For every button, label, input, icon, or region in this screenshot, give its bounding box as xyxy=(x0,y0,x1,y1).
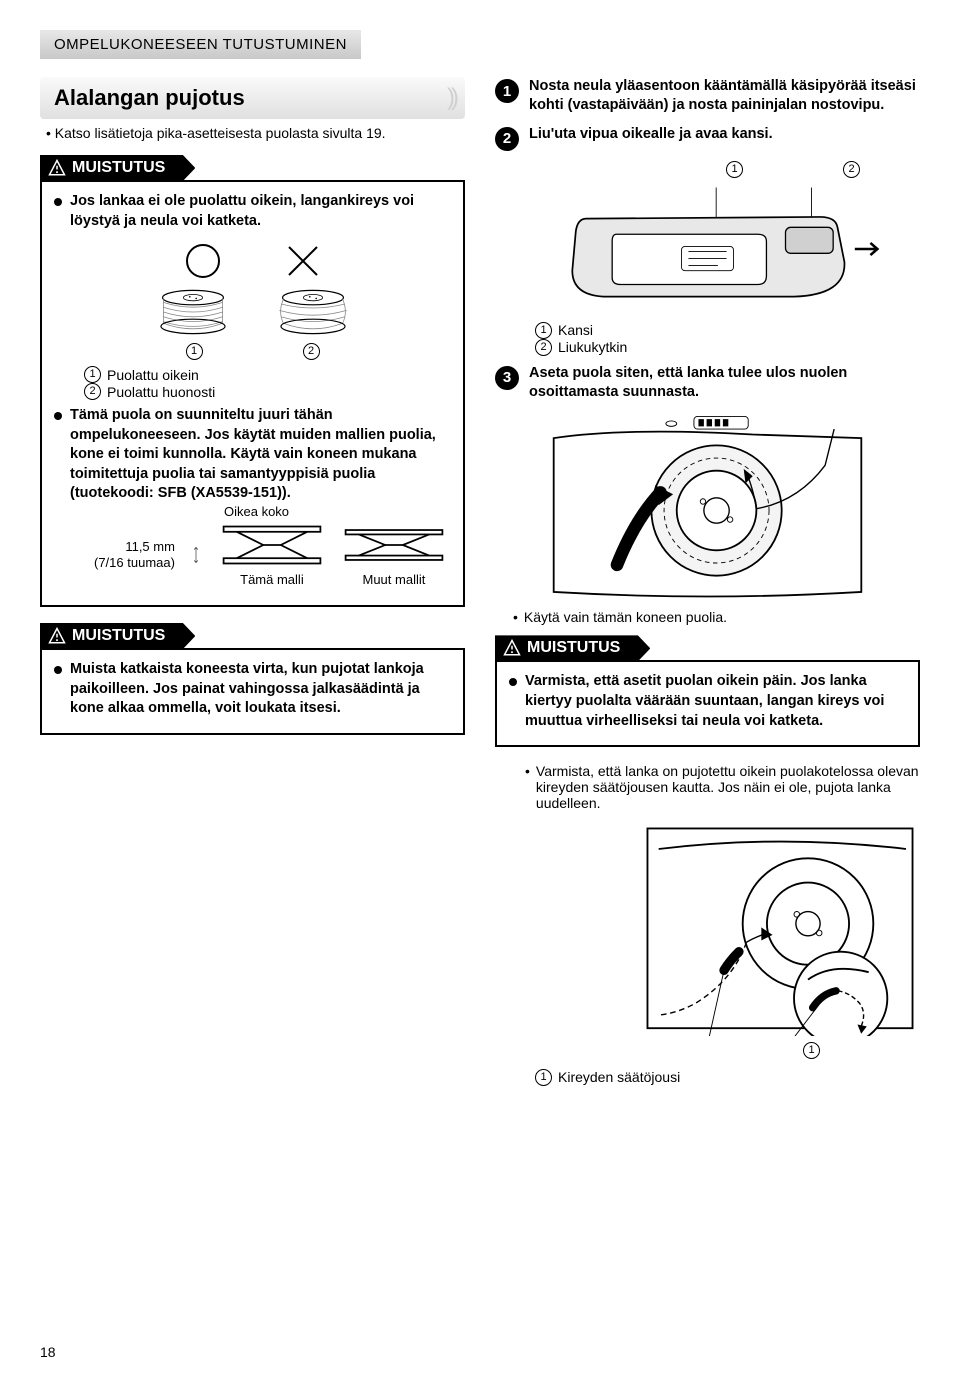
header-section-title: OMPELUKONEESEEN TUTUSTUMINEN xyxy=(40,30,361,59)
warning-icon xyxy=(48,159,66,177)
diagram-tension-spring xyxy=(495,821,920,1036)
step-1: 1 Nosta neula yläasentoon kääntämällä kä… xyxy=(495,77,920,115)
caution3-text: Varmista, että asetit puolan oikein päin… xyxy=(525,672,906,731)
after-caution-note: Varmista, että lanka on pujotettu oikein… xyxy=(525,763,920,811)
spool-this-icon xyxy=(217,523,327,567)
caution-tag: MUISTUTUS xyxy=(495,635,650,661)
caution-label: MUISTUTUS xyxy=(72,627,165,645)
caution-box-1: Jos lankaa ei ole puolattu oikein, langa… xyxy=(40,180,465,607)
ref-1: 1 xyxy=(803,1042,820,1059)
size-label: 11,5 mm (7/16 tuumaa) xyxy=(94,539,175,570)
diagram-cover xyxy=(495,184,920,314)
bullet-icon xyxy=(54,666,62,674)
legend-item: 1Kansi xyxy=(535,322,920,339)
ref-1: 1 xyxy=(726,161,743,178)
caution-tag: MUISTUTUS xyxy=(40,623,195,649)
ref-1: 1 xyxy=(186,343,203,360)
ref-2: 2 xyxy=(303,343,320,360)
step-number-icon: 2 xyxy=(495,127,519,151)
caution-tag: MUISTUTUS xyxy=(40,155,195,181)
step-3: 3 Aseta puola siten, että lanka tulee ul… xyxy=(495,364,920,402)
section-title-banner: Alalangan pujotus )) xyxy=(40,77,465,119)
bullet-icon xyxy=(54,412,62,420)
step-number-icon: 3 xyxy=(495,366,519,390)
legend-item: 1Puolattu oikein xyxy=(84,366,451,383)
legend-item: 2Puolattu huonosti xyxy=(84,383,451,400)
cross-wrong-icon xyxy=(283,241,323,281)
caution1-text2: Tämä puola on suunniteltu juuri tähän om… xyxy=(70,406,451,504)
circle-correct-icon xyxy=(183,241,223,281)
caution-box-3: Varmista, että asetit puolan oikein päin… xyxy=(495,660,920,747)
caution-box-2: Muista katkaista koneesta virta, kun puj… xyxy=(40,648,465,735)
diagram-insert-bobbin xyxy=(495,411,920,601)
correct-wrong-marks xyxy=(54,241,451,281)
dimension-arrow-icon xyxy=(187,546,205,564)
use-only-note: Käytä vain tämän koneen puolia. xyxy=(513,609,920,625)
warning-icon xyxy=(48,627,66,645)
section-title: Alalangan pujotus xyxy=(54,85,451,111)
intro-note: • Katso lisätietoja pika-asetteisesta pu… xyxy=(46,125,465,141)
ref-2: 2 xyxy=(843,161,860,178)
step-2: 2 Liu'uta vipua oikealle ja avaa kansi. xyxy=(495,125,920,151)
caution-label: MUISTUTUS xyxy=(72,159,165,177)
right-column: 1 Nosta neula yläasentoon kääntämällä kä… xyxy=(495,77,920,1356)
decoration: )) xyxy=(447,84,455,112)
bullet-icon xyxy=(509,678,517,686)
legend-item: 1Kireyden säätöjousi xyxy=(535,1069,920,1086)
caution2-text: Muista katkaista koneesta virta, kun puj… xyxy=(70,660,451,719)
step-number-icon: 1 xyxy=(495,79,519,103)
bobbin-wrong-icon xyxy=(273,287,353,337)
left-column: Alalangan pujotus )) • Katso lisätietoja… xyxy=(40,77,465,1356)
bobbin-correct-icon xyxy=(153,287,233,337)
caution-label: MUISTUTUS xyxy=(527,639,620,657)
legend-item: 2Liukukytkin xyxy=(535,339,920,356)
spool-other-icon xyxy=(339,523,449,567)
correct-size-label: Oikea koko xyxy=(224,504,451,519)
warning-icon xyxy=(503,639,521,657)
page-number: 18 xyxy=(40,1344,56,1360)
caution1-text1: Jos lankaa ei ole puolattu oikein, langa… xyxy=(70,192,451,231)
bullet-icon xyxy=(54,198,62,206)
